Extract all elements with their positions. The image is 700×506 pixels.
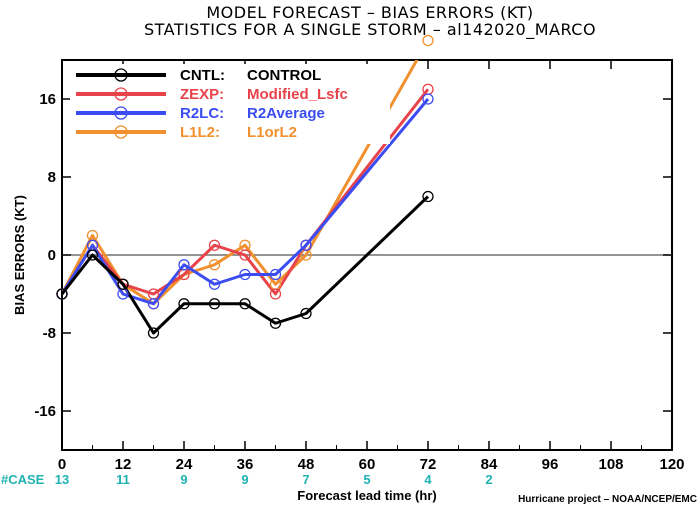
x-tick-label: 24 xyxy=(176,456,193,473)
series-point xyxy=(269,268,282,281)
series-layer xyxy=(56,34,434,339)
y-tick-label: -8 xyxy=(43,325,56,342)
x-axis-label: Forecast lead time (hr) xyxy=(297,488,436,503)
credit-text: Hurricane project – NOAA/NCEP/EMC xyxy=(518,494,697,505)
legend-marker xyxy=(114,125,128,139)
series-point xyxy=(56,288,68,300)
x-tick-label: 120 xyxy=(659,456,684,473)
case-count: 5 xyxy=(363,472,370,487)
case-count: 9 xyxy=(241,472,248,487)
x-tick-label: 96 xyxy=(542,456,559,473)
x-tick-label: 84 xyxy=(481,456,498,473)
x-tick-label: 48 xyxy=(298,456,315,473)
legend-marker xyxy=(114,106,128,120)
y-tick-label: 8 xyxy=(48,169,56,186)
legend-code: ZEXP: xyxy=(180,86,224,103)
case-counts: 13 11 9 9 7 5 4 2 xyxy=(55,472,493,487)
series-point xyxy=(422,190,434,203)
series-point xyxy=(208,259,221,271)
case-count: 9 xyxy=(180,472,187,487)
series-point xyxy=(239,268,251,281)
series-point xyxy=(208,239,221,251)
case-count: 2 xyxy=(485,472,492,487)
series-point xyxy=(300,239,312,251)
y-tick-label: -16 xyxy=(34,403,56,420)
case-label: #CASE xyxy=(1,472,45,487)
y-tick-label: 0 xyxy=(48,247,56,264)
y-axis-label: BIAS ERRORS (KT) xyxy=(12,195,27,315)
x-axis-ticks: 0 12 24 36 48 60 72 84 96 108 120 xyxy=(58,60,685,473)
case-count: 11 xyxy=(116,472,130,487)
case-count: 4 xyxy=(424,472,432,487)
series-point xyxy=(300,307,312,320)
legend: CNTL: CONTROL ZEXP: Modified_Lsfc R2LC: R2Ave… xyxy=(70,64,390,144)
legend-code: L1L2: xyxy=(180,124,220,141)
y-axis-ticks: -16 -8 0 8 16 xyxy=(34,91,672,420)
x-tick-label: 108 xyxy=(598,456,623,473)
series-point xyxy=(178,298,190,310)
series-point xyxy=(208,298,221,310)
series-point xyxy=(147,327,160,339)
legend-marker xyxy=(114,68,128,82)
chart-subtitle: STATISTICS FOR A SINGLE STORM – al142020… xyxy=(144,20,596,40)
legend-desc: R2Average xyxy=(247,105,325,122)
series-point xyxy=(147,298,160,310)
series-line xyxy=(62,88,430,296)
series-point xyxy=(239,249,251,261)
series-point xyxy=(269,317,282,329)
case-count: 13 xyxy=(55,472,69,487)
legend-code: CNTL: xyxy=(180,67,225,84)
series-point xyxy=(422,34,434,47)
x-tick-label: 36 xyxy=(237,456,254,473)
series-line xyxy=(62,195,430,335)
legend-code: R2LC: xyxy=(180,105,224,122)
legend-desc: L1orL2 xyxy=(247,124,297,141)
y-tick-label: 16 xyxy=(39,91,56,108)
legend-desc: CONTROL xyxy=(247,67,321,84)
legend-marker xyxy=(114,87,128,101)
x-tick-label: 72 xyxy=(420,456,437,473)
series-point xyxy=(239,298,251,310)
series-point xyxy=(269,288,282,300)
series-point xyxy=(422,93,434,105)
series-point xyxy=(208,278,221,290)
x-tick-label: 12 xyxy=(115,456,132,473)
case-count: 7 xyxy=(302,472,309,487)
series-point xyxy=(178,259,190,271)
series-point xyxy=(117,278,129,290)
legend-desc: Modified_Lsfc xyxy=(247,86,348,103)
x-tick-label: 60 xyxy=(359,456,376,473)
series-point xyxy=(86,249,99,261)
x-tick-label: 0 xyxy=(58,456,66,473)
chart-title: MODEL FORECAST – BIAS ERRORS (KT) xyxy=(206,3,533,22)
